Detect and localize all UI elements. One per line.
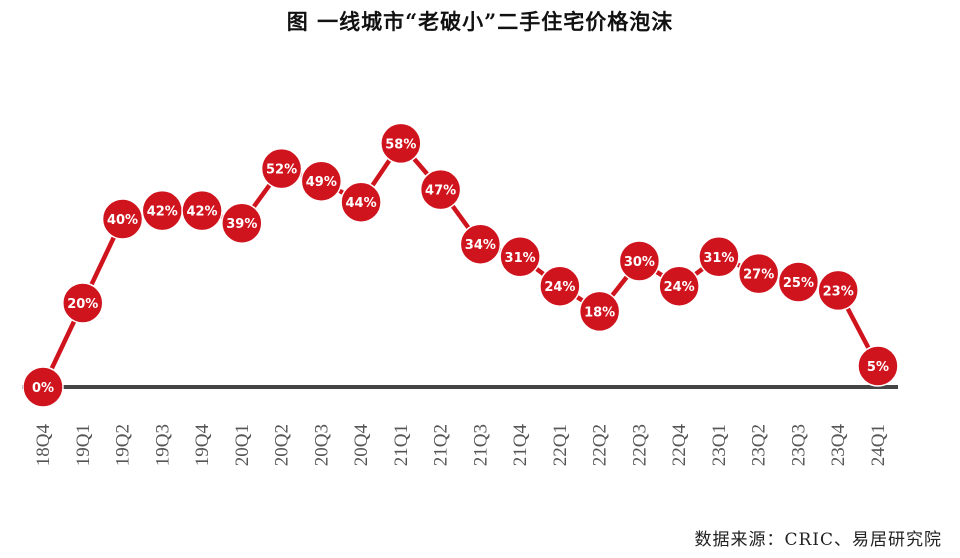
data-point-23Q1 bbox=[698, 236, 740, 278]
data-point-24Q1 bbox=[857, 345, 899, 387]
data-point-21Q4 bbox=[499, 236, 541, 278]
data-label-22Q3: 30% bbox=[624, 255, 655, 270]
data-point-22Q2 bbox=[578, 290, 621, 333]
data-point-18Q4 bbox=[22, 366, 64, 408]
data-point-19Q2 bbox=[101, 198, 144, 240]
data-point-19Q4 bbox=[181, 189, 223, 232]
x-tick-20Q1: 20Q1 bbox=[232, 424, 253, 466]
x-tick-24Q1: 24Q1 bbox=[868, 424, 889, 466]
x-tick-19Q4: 19Q4 bbox=[192, 424, 213, 467]
data-point-22Q1 bbox=[539, 265, 581, 307]
x-tick-18Q4: 18Q4 bbox=[33, 424, 54, 467]
data-point-22Q4 bbox=[658, 265, 700, 307]
data-label-19Q4: 42% bbox=[186, 205, 217, 220]
data-label-23Q3: 25% bbox=[783, 276, 814, 291]
x-tick-21Q1: 21Q1 bbox=[391, 424, 412, 466]
x-tick-19Q2: 19Q2 bbox=[113, 424, 134, 466]
data-label-24Q1: 5% bbox=[867, 360, 889, 375]
data-label-21Q2: 47% bbox=[425, 184, 456, 199]
x-tick-20Q4: 20Q4 bbox=[351, 424, 372, 467]
x-tick-22Q4: 22Q4 bbox=[669, 424, 690, 467]
data-label-23Q1: 31% bbox=[703, 251, 734, 266]
data-label-22Q1: 24% bbox=[544, 280, 575, 295]
x-tick-23Q2: 23Q2 bbox=[749, 424, 770, 466]
data-label-20Q4: 44% bbox=[346, 196, 377, 211]
data-point-21Q2 bbox=[419, 168, 462, 211]
x-tick-23Q3: 23Q3 bbox=[788, 424, 809, 466]
x-tick-21Q4: 21Q4 bbox=[510, 424, 531, 467]
x-tick-19Q1: 19Q1 bbox=[73, 424, 94, 466]
x-tick-21Q2: 21Q2 bbox=[431, 424, 452, 466]
data-point-20Q1 bbox=[221, 202, 263, 244]
x-tick-22Q1: 22Q1 bbox=[550, 424, 571, 466]
data-point-20Q2 bbox=[260, 147, 303, 190]
data-label-23Q4: 23% bbox=[823, 284, 854, 299]
data-label-21Q3: 34% bbox=[465, 238, 496, 253]
data-label-18Q4: 0% bbox=[32, 381, 54, 396]
data-point-23Q4 bbox=[817, 269, 859, 312]
x-tick-23Q1: 23Q1 bbox=[709, 424, 730, 466]
data-label-19Q3: 42% bbox=[147, 205, 178, 220]
data-label-19Q2: 40% bbox=[107, 213, 138, 228]
data-point-23Q2 bbox=[737, 252, 780, 295]
data-point-20Q3 bbox=[300, 160, 343, 202]
data-label-19Q1: 20% bbox=[67, 297, 98, 312]
x-tick-20Q3: 20Q3 bbox=[311, 424, 332, 466]
data-point-19Q1 bbox=[62, 282, 104, 324]
x-tick-19Q3: 19Q3 bbox=[152, 424, 173, 466]
data-point-23Q3 bbox=[777, 261, 820, 303]
data-label-22Q4: 24% bbox=[664, 280, 695, 295]
data-label-20Q3: 49% bbox=[306, 175, 337, 190]
x-tick-21Q3: 21Q3 bbox=[470, 424, 491, 466]
x-tick-20Q2: 20Q2 bbox=[272, 424, 293, 466]
x-tick-23Q4: 23Q4 bbox=[828, 424, 849, 467]
data-label-22Q2: 18% bbox=[584, 305, 615, 320]
data-label-21Q4: 31% bbox=[505, 251, 536, 266]
data-label-23Q2: 27% bbox=[743, 268, 774, 283]
chart-title: 图 一线城市“老破小”二手住宅价格泡沫 bbox=[286, 9, 674, 34]
data-point-21Q3 bbox=[459, 223, 502, 265]
data-label-20Q2: 52% bbox=[266, 163, 297, 178]
data-point-20Q4 bbox=[340, 181, 382, 223]
x-tick-22Q2: 22Q2 bbox=[590, 424, 611, 466]
data-point-21Q1 bbox=[380, 122, 422, 165]
data-point-22Q3 bbox=[618, 240, 661, 282]
data-source: 数据来源：CRIC、易居研究院 bbox=[694, 530, 942, 550]
data-label-21Q1: 58% bbox=[385, 137, 416, 152]
data-label-20Q1: 39% bbox=[226, 217, 257, 232]
x-tick-22Q3: 22Q3 bbox=[629, 424, 650, 466]
